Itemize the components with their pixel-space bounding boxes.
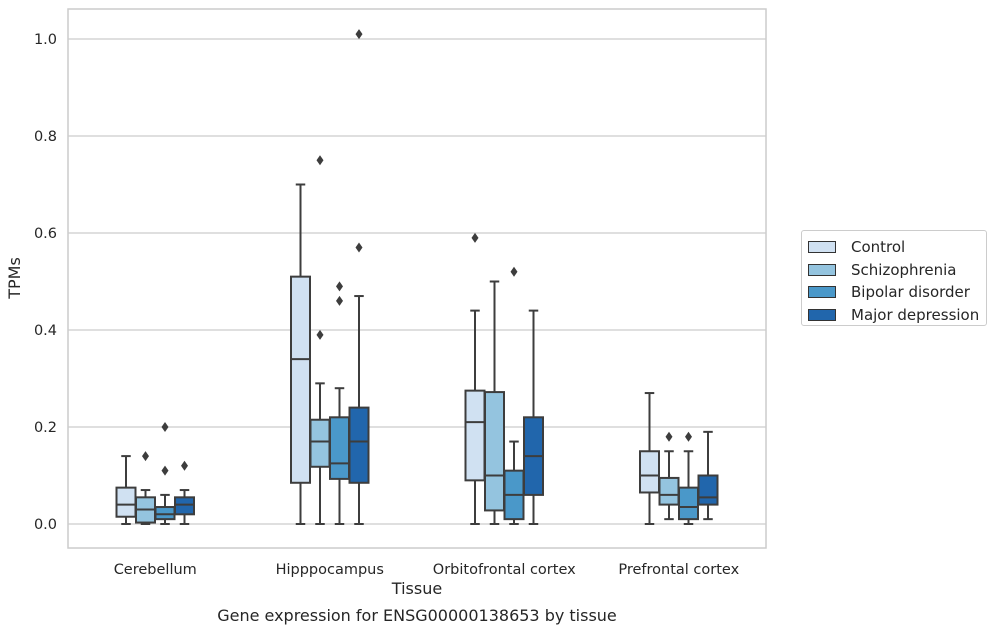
chart-caption: Gene expression for ENSG00000138653 by t… [217, 606, 617, 625]
box-major-depression [348, 29, 370, 525]
legend-swatch [808, 286, 836, 299]
iqr-box [154, 506, 176, 521]
y-axis-label: TPMs [5, 257, 24, 300]
iqr-box [174, 496, 195, 516]
box-schizophrenia [484, 280, 505, 525]
legend-label: Major depression [851, 305, 980, 324]
box-control [290, 183, 311, 525]
x-tick-label: Orbitofrontal cortex [433, 562, 576, 578]
box-schizophrenia [658, 431, 680, 521]
y-tick-labels: 0.0 0.2 0.4 0.6 0.8 1.0 [34, 32, 57, 533]
legend-swatch [808, 263, 836, 276]
y-tick-label: 1.0 [34, 32, 57, 48]
iqr-box [678, 486, 699, 521]
y-tick-label: 0.8 [34, 129, 57, 145]
legend-label: Control [851, 238, 906, 257]
grid-lines [68, 38, 766, 525]
legend-item-schizophrenia: Schizophrenia [808, 259, 986, 282]
box-bipolar-disorder [678, 431, 699, 525]
x-tick-label: Cerebellum [114, 562, 197, 578]
box-schizophrenia [309, 155, 331, 525]
iqr-box [329, 416, 350, 480]
outlier-point [316, 329, 324, 340]
box-schizophrenia [135, 451, 156, 525]
box-control [639, 392, 660, 525]
outlier-point [161, 422, 169, 432]
outlier-point [336, 281, 343, 292]
y-tick-label: 0.0 [34, 517, 57, 533]
legend-swatch [808, 308, 836, 321]
iqr-box [484, 391, 505, 512]
box-major-depression [174, 460, 195, 525]
y-tick-label: 0.2 [34, 420, 57, 436]
legend-label: Schizophrenia [851, 260, 957, 279]
outlier-point [181, 460, 188, 471]
iqr-box [464, 389, 486, 482]
y-tick-label: 0.6 [34, 226, 57, 242]
x-tick-label: Prefrontal cortex [618, 562, 739, 578]
legend: Control Schizophrenia Bipolar disorder M… [801, 230, 987, 326]
boxes [115, 29, 719, 525]
legend-swatch [808, 241, 836, 254]
x-tick-label: Hipppocampus [276, 562, 384, 578]
iqr-box [290, 275, 311, 484]
box-bipolar-disorder [503, 266, 525, 525]
y-tick-label: 0.4 [34, 323, 57, 339]
box-major-depression [697, 430, 719, 521]
legend-item-bipolar-disorder: Bipolar disorder [808, 281, 986, 304]
outlier-point [510, 266, 518, 277]
box-bipolar-disorder [154, 422, 176, 525]
box-control [464, 232, 486, 525]
legend-label: Bipolar disorder [851, 283, 970, 302]
legend-item-major-depression: Major depression [808, 304, 986, 327]
outlier-point [685, 431, 692, 442]
plot-frame [67, 8, 767, 549]
iqr-box [658, 476, 680, 506]
x-axis-label: Tissue [391, 579, 442, 598]
outlier-point [142, 451, 149, 462]
iqr-box [348, 406, 370, 484]
outlier-point [161, 465, 169, 476]
outlier-point [471, 232, 479, 243]
iqr-box [115, 486, 137, 518]
x-tick-labels: Cerebellum Hipppocampus Orbitofrontal cort… [114, 562, 740, 578]
box-control [115, 455, 137, 525]
outlier-point [355, 29, 363, 40]
outlier-point [316, 155, 324, 166]
box-major-depression [523, 309, 544, 525]
outlier-point [665, 431, 673, 442]
legend-item-control: Control [808, 236, 986, 259]
iqr-box [697, 474, 719, 506]
iqr-box [309, 418, 331, 468]
iqr-box [639, 450, 660, 494]
outlier-point [355, 242, 363, 253]
box-bipolar-disorder [329, 281, 350, 525]
outlier-point [336, 295, 343, 306]
